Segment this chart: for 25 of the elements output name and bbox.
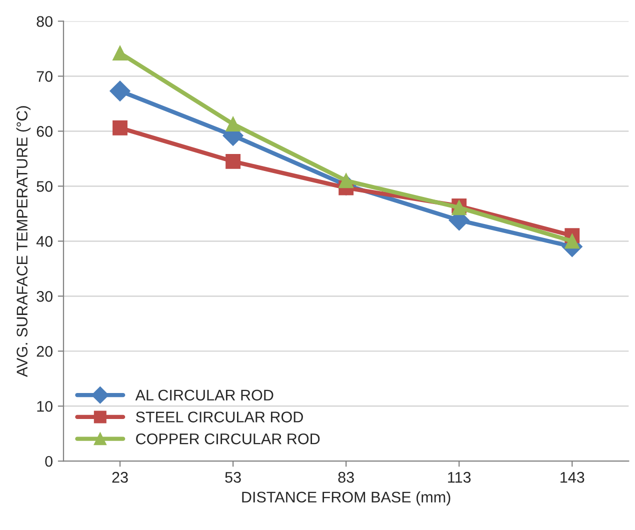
y-tick-label: 20 — [36, 346, 52, 357]
x-tick-label: 113 — [448, 472, 471, 483]
y-tick-label: 0 — [45, 456, 52, 467]
x-axis-title: DISTANCE FROM BASE (mm) — [242, 491, 450, 506]
y-tick-label: 30 — [36, 291, 52, 302]
x-tick-label: 83 — [338, 472, 354, 483]
y-tick-label: 60 — [36, 126, 52, 137]
x-tick-label: 23 — [112, 472, 128, 483]
y-tick-label: 50 — [36, 181, 52, 192]
y-tick-label: 40 — [36, 236, 52, 247]
y-tick-label: 80 — [36, 16, 52, 27]
point — [110, 80, 130, 102]
point — [226, 154, 241, 169]
x-tick-label: 53 — [225, 472, 241, 483]
legend-label: COPPER CIRCULAR ROD — [136, 434, 320, 444]
point — [112, 46, 128, 61]
x-tick-label: 143 — [560, 472, 584, 483]
y-tick-label: 10 — [37, 400, 52, 412]
y-axis-title: AVG. SURAFACE TEMPERATURE (°C) — [16, 106, 31, 378]
point — [564, 234, 580, 249]
point — [112, 120, 128, 136]
legend-label: STEEL CIRCULAR ROD — [136, 412, 303, 422]
point — [226, 116, 241, 132]
y-tick-label: 70 — [36, 71, 52, 82]
legend-label: AL CIRCULAR ROD — [135, 390, 274, 401]
